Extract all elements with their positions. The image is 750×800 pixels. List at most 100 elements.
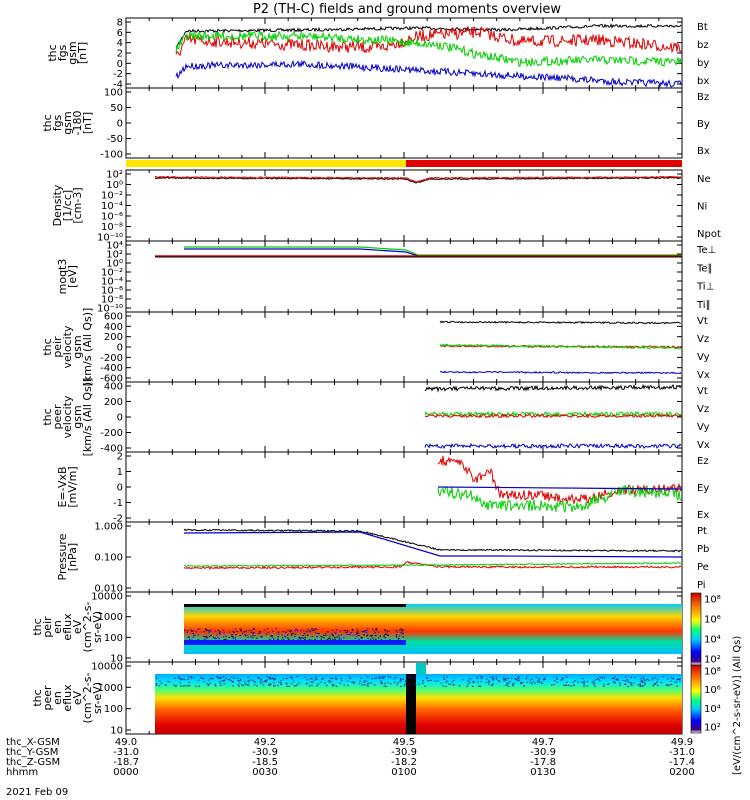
spectrogram-speckle [273,682,275,684]
y-axis-label: fgs [51,114,64,131]
spectrogram-speckle [634,677,637,678]
spectrogram-peer-spike [416,663,426,675]
legend-pt: Pt [697,526,707,537]
spectrogram-speckle [536,681,539,683]
spectrogram-speckle [365,630,367,632]
spectrogram-speckle [289,676,292,678]
spectrogram-speckle [613,681,615,683]
x-tick-label: -30.9 [252,747,278,758]
spectrogram-speckle [384,633,386,635]
y-tick-label: 2 [117,49,123,60]
spectrogram-speckle [402,678,404,680]
spectrogram-speckle [209,630,212,632]
spectrogram-speckle [384,637,387,639]
spectrogram-speckle [311,636,314,638]
panel-legends: Bt bz by bx Bz By Bx Ne Ni Npot Te⊥ Te∥ Ti⊥ Ti∥ Vt Vz Vy… [696,22,721,734]
y-axis-label: thc [31,689,44,706]
spectrogram-speckle [395,634,398,636]
spectrogram-speckle [236,677,239,679]
spectrogram-speckle [187,629,189,631]
panel-frame [125,87,683,159]
spectrogram-speckle [355,633,357,635]
spectrogram-speckle [514,678,516,680]
spectrogram-speckle [504,679,506,681]
spectrogram-speckle [260,679,263,681]
x-tick-label: -18.2 [391,757,417,768]
spectrogram-speckle [211,678,214,680]
spectrogram-speckle [304,636,306,638]
spectrogram-speckle [306,631,308,633]
spectrogram-speckle [366,634,369,636]
legend-bx: bx [697,76,709,87]
spectrogram-speckle [644,683,646,685]
spectrogram-speckle [293,680,295,682]
spectrogram-speckle [573,684,575,686]
spectrogram-speckle [626,680,628,682]
spectrogram-speckle [244,683,247,685]
spectrogram-speckle [343,684,346,686]
spectrogram-speckle [352,634,355,636]
spectrogram-speckle [367,628,369,630]
legend-bt: Bt [697,22,708,33]
spectrogram-speckle [374,635,376,637]
spectrogram-speckle [523,685,525,687]
spectrogram-speckle [267,631,270,633]
spectrogram-speckle [210,635,212,636]
spectrogram-speckle [505,685,507,686]
spectrogram-speckle [490,677,493,678]
spectrogram-speckle [401,630,403,632]
y-axis-label: [nPa] [66,543,79,571]
spectrogram-speckle [554,680,556,682]
spectrogram-speckle [217,636,219,638]
spectrogram-speckle [217,629,220,631]
y-tick-label: 10⁴ [106,241,123,252]
spectrogram-speckle [322,677,324,679]
spectrogram-speckle [667,684,669,686]
spectrogram-speckle [250,636,252,638]
y-tick-label: 100 [104,633,123,644]
spectrogram-speckle [219,631,221,633]
spectrogram-speckle [231,680,234,682]
spectrogram-speckle [233,631,235,633]
spectrogram-speckle [597,678,599,680]
spectrogram-speckle [214,683,216,685]
spectrogram-speckle [265,681,267,683]
spectrogram-speckle [380,682,383,684]
legend-ti⊥: Ti⊥ [696,282,714,293]
spectrogram-speckle [657,679,659,681]
spectrogram-speckle [540,681,543,683]
series-ti-par [184,246,682,256]
spectrogram-speckle [601,677,604,679]
colorbar-tick: 10⁴ [704,635,721,646]
spectrogram-speckle [386,631,389,633]
spectrogram-speckle [329,677,332,679]
spectrogram-speckle [637,684,639,686]
y-axis-label: eV [71,690,84,705]
spectrogram-speckle [315,632,317,634]
spectrogram-speckle [277,636,279,638]
y-axis-label: gsm [71,405,84,428]
spectrogram-speckle [399,678,402,680]
y-tick-label: 10⁰ [106,180,123,191]
spectrogram-speckle [553,684,555,685]
spectrogram-speckle [670,683,672,685]
spectrogram-speckle [526,681,528,683]
spectrogram-speckle [473,682,475,683]
spectrogram-speckle [668,685,670,687]
spectrogram-speckle [374,677,376,679]
spectrogram-speckle [336,629,338,631]
spectrogram-speckle [383,676,386,678]
spectrogram-peir-low [184,640,406,645]
spectrogram-speckle [369,634,372,636]
spectrogram-speckle [296,629,298,631]
spectrogram-speckle [246,684,249,686]
spectrogram-speckle [197,639,199,641]
spectrogram-speckle [647,678,649,680]
spectrogram-speckle [268,677,270,679]
spectrogram-speckle [187,678,189,680]
spectrogram-speckle [516,680,519,682]
colorbar-tick: 10⁶ [704,685,721,696]
spectrogram-speckle [396,684,398,686]
spectrogram-speckle [184,685,187,687]
spectrogram-speckle [178,676,180,677]
